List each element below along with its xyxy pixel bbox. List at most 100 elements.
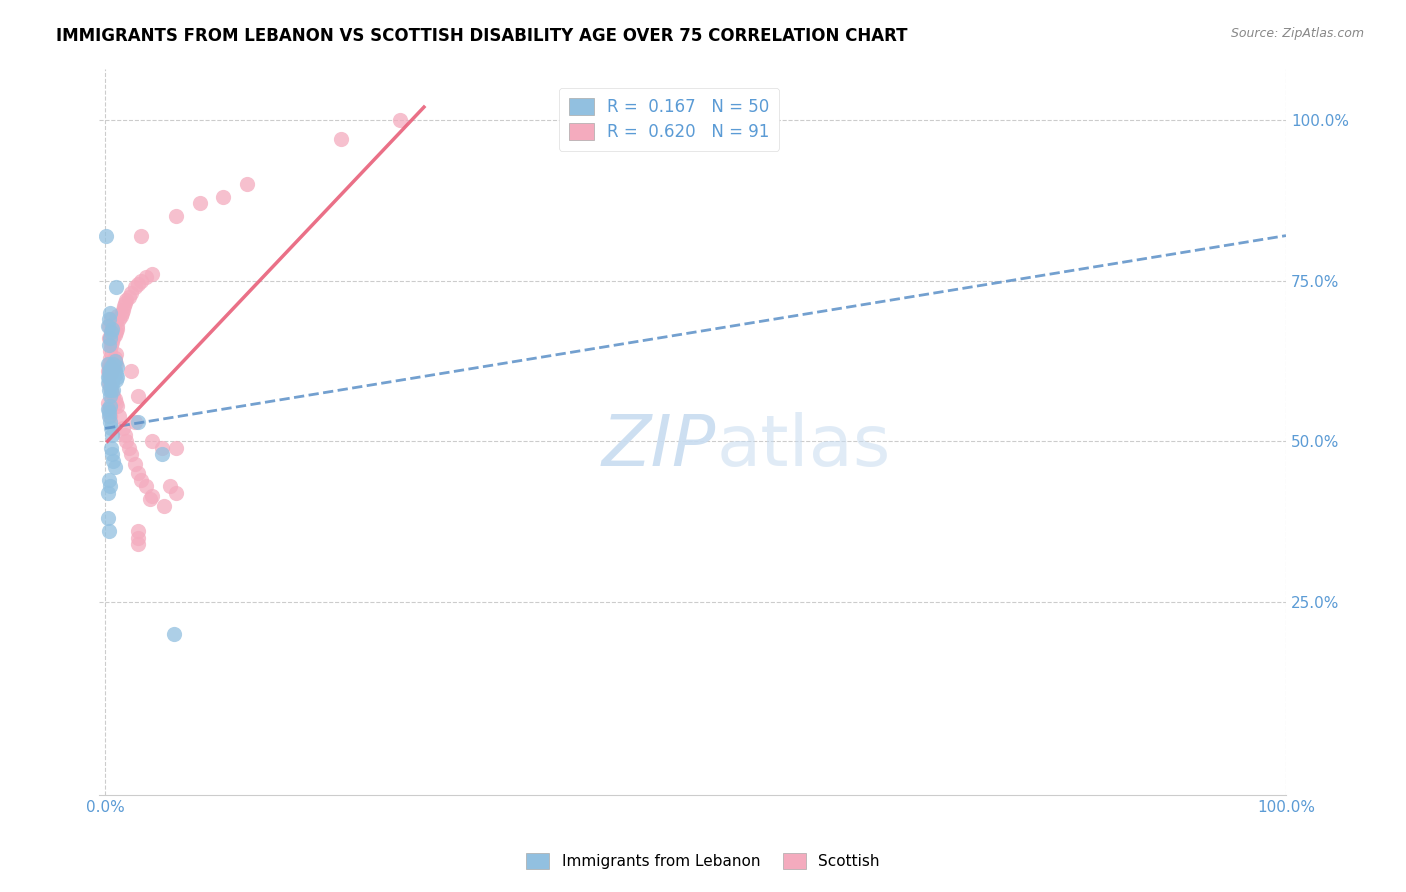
Point [105, 360, 128, 375]
Point [163, 627, 186, 641]
Point [97, 405, 120, 419]
Point [100, 367, 122, 381]
Point [104, 347, 127, 361]
Point [110, 309, 132, 323]
Point [103, 453, 125, 467]
Point [97, 331, 120, 345]
Point [98, 344, 121, 359]
Point [98, 331, 121, 345]
Point [98, 389, 121, 403]
Point [129, 473, 152, 487]
Point [97, 312, 120, 326]
Point [97, 383, 120, 397]
Point [96, 485, 118, 500]
Point [127, 415, 149, 429]
Point [98, 331, 121, 345]
Point [103, 331, 125, 345]
Point [127, 277, 149, 291]
Point [104, 395, 127, 409]
Point [165, 210, 187, 224]
Point [100, 325, 122, 339]
Point [111, 306, 134, 320]
Point [141, 267, 163, 281]
Point [98, 373, 121, 387]
Point [100, 441, 122, 455]
Point [104, 325, 127, 339]
Point [101, 376, 124, 391]
Point [100, 325, 122, 339]
Point [188, 196, 211, 211]
Point [100, 383, 122, 397]
Point [120, 363, 142, 377]
Text: ZIP: ZIP [602, 411, 716, 481]
Point [104, 357, 127, 371]
Point [96, 363, 118, 377]
Point [111, 421, 134, 435]
Point [104, 351, 127, 365]
Point [96, 357, 118, 371]
Point [120, 447, 142, 461]
Point [135, 479, 157, 493]
Point [96, 376, 118, 391]
Point [97, 357, 120, 371]
Point [97, 363, 120, 377]
Point [108, 312, 131, 326]
Point [105, 309, 128, 323]
Point [101, 427, 124, 442]
Legend: R =  0.167   N = 50, R =  0.620   N = 91: R = 0.167 N = 50, R = 0.620 N = 91 [558, 87, 779, 151]
Point [114, 296, 136, 310]
Point [98, 415, 121, 429]
Point [100, 383, 122, 397]
Point [104, 459, 127, 474]
Point [127, 531, 149, 545]
Point [104, 280, 127, 294]
Point [115, 434, 138, 449]
Point [101, 322, 124, 336]
Point [159, 479, 181, 493]
Point [98, 479, 121, 493]
Point [141, 489, 163, 503]
Point [98, 351, 121, 365]
Point [111, 302, 134, 317]
Point [104, 354, 127, 368]
Point [98, 363, 121, 377]
Point [124, 280, 146, 294]
Point [97, 376, 120, 391]
Point [100, 312, 122, 326]
Point [98, 306, 121, 320]
Point [124, 415, 146, 429]
Point [97, 367, 120, 381]
Point [98, 399, 121, 413]
Point [101, 331, 124, 345]
Point [100, 357, 122, 371]
Point [96, 402, 118, 417]
Point [101, 318, 124, 333]
Point [129, 228, 152, 243]
Point [100, 370, 122, 384]
Text: IMMIGRANTS FROM LEBANON VS SCOTTISH DISABILITY AGE OVER 75 CORRELATION CHART: IMMIGRANTS FROM LEBANON VS SCOTTISH DISA… [56, 27, 908, 45]
Point [103, 389, 125, 403]
Point [105, 370, 128, 384]
Point [104, 328, 127, 343]
Point [97, 473, 120, 487]
Point [101, 447, 124, 461]
Point [115, 293, 138, 307]
Text: Source: ZipAtlas.com: Source: ZipAtlas.com [1230, 27, 1364, 40]
Point [100, 421, 122, 435]
Point [104, 325, 127, 339]
Point [165, 441, 187, 455]
Point [105, 399, 128, 413]
Point [120, 286, 142, 301]
Point [127, 537, 149, 551]
Point [101, 334, 124, 349]
Point [105, 318, 128, 333]
Point [236, 177, 259, 191]
Point [127, 524, 149, 539]
Point [97, 370, 120, 384]
Point [101, 386, 124, 401]
Point [118, 290, 141, 304]
Point [96, 511, 118, 525]
Point [141, 434, 163, 449]
Point [104, 354, 127, 368]
Point [150, 441, 173, 455]
